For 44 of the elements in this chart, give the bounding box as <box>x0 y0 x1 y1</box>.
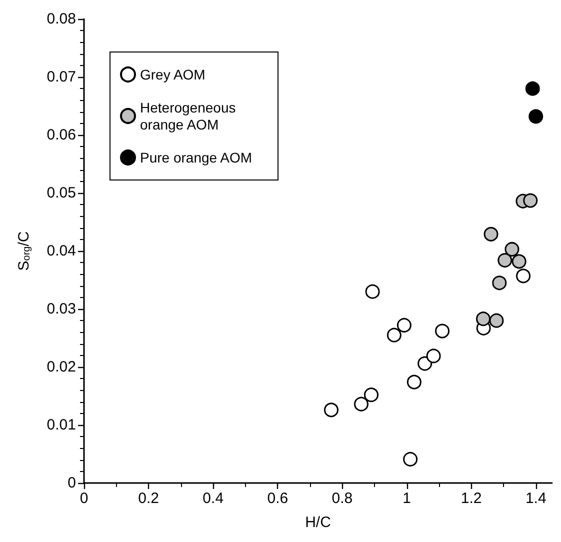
x-tick-label: 1.2 <box>460 490 482 507</box>
y-tick-label: 0.03 <box>46 300 76 318</box>
point <box>516 268 531 284</box>
point <box>365 284 380 299</box>
point <box>512 254 526 269</box>
y-tick-label: 0.07 <box>46 68 76 86</box>
x-tick-label: 1 <box>402 490 411 507</box>
point <box>525 81 540 96</box>
point <box>403 452 418 466</box>
point <box>492 276 507 290</box>
point <box>528 109 544 124</box>
point <box>406 374 422 390</box>
point <box>364 388 379 402</box>
x-tick-label: 0 <box>80 490 88 507</box>
legend-label: Pure orange AOM <box>140 150 252 166</box>
point <box>523 193 538 208</box>
point <box>354 396 368 412</box>
y-tick-label: 0.05 <box>46 184 76 202</box>
x-tick-label: 0.4 <box>202 490 224 507</box>
point <box>386 328 402 342</box>
y-tick-label: 0.04 <box>46 242 76 260</box>
x-tick-label: 0.2 <box>138 490 159 507</box>
point <box>484 226 498 242</box>
y-tick-label: 0.01 <box>46 416 76 434</box>
point <box>324 402 338 418</box>
point <box>426 348 441 364</box>
point <box>498 253 512 268</box>
legend-label: Heterogeneous orange AOM <box>140 100 240 132</box>
x-tick-label: 0.8 <box>332 490 353 507</box>
point <box>418 356 432 371</box>
x-axis-title: H/C <box>305 514 332 531</box>
point <box>489 313 504 328</box>
point <box>476 312 490 326</box>
point <box>435 324 450 338</box>
y-tick-label: 0.08 <box>46 10 76 28</box>
point <box>396 318 412 332</box>
y-tick-label: 0.02 <box>46 358 76 376</box>
legend-label: Grey AOM <box>140 66 206 82</box>
y-tick-label: 0 <box>68 474 76 492</box>
y-axis-title: Sorg/C <box>16 231 32 271</box>
point <box>504 242 520 257</box>
y-tick-label: 0.06 <box>46 126 76 144</box>
x-tick-label: 0.6 <box>267 490 288 507</box>
x-tick-label: 1.4 <box>525 490 546 507</box>
